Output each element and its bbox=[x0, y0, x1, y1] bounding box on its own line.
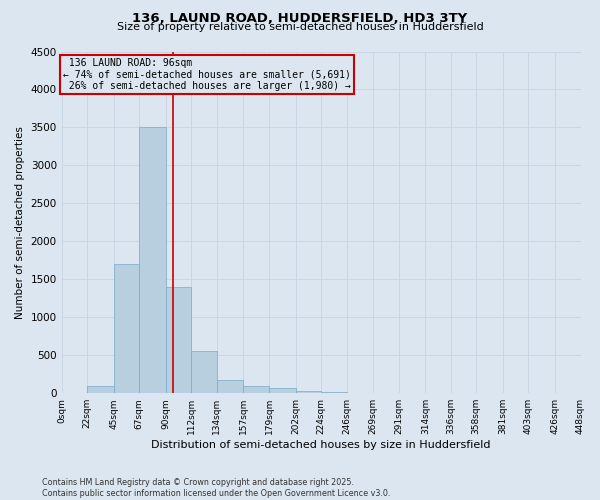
Bar bbox=[347, 392, 373, 393]
Bar bbox=[217, 380, 244, 393]
Bar bbox=[191, 352, 217, 393]
Text: 136, LAUND ROAD, HUDDERSFIELD, HD3 3TY: 136, LAUND ROAD, HUDDERSFIELD, HD3 3TY bbox=[133, 12, 467, 26]
Bar bbox=[139, 128, 166, 393]
Bar bbox=[269, 388, 296, 393]
Bar bbox=[296, 391, 321, 393]
Text: Size of property relative to semi-detached houses in Huddersfield: Size of property relative to semi-detach… bbox=[116, 22, 484, 32]
Bar bbox=[244, 386, 269, 393]
Text: 136 LAUND ROAD: 96sqm
← 74% of semi-detached houses are smaller (5,691)
 26% of : 136 LAUND ROAD: 96sqm ← 74% of semi-deta… bbox=[63, 58, 350, 91]
Bar bbox=[114, 264, 139, 393]
Bar bbox=[87, 386, 114, 393]
X-axis label: Distribution of semi-detached houses by size in Huddersfield: Distribution of semi-detached houses by … bbox=[151, 440, 491, 450]
Bar bbox=[321, 392, 347, 393]
Y-axis label: Number of semi-detached properties: Number of semi-detached properties bbox=[15, 126, 25, 319]
Text: Contains HM Land Registry data © Crown copyright and database right 2025.
Contai: Contains HM Land Registry data © Crown c… bbox=[42, 478, 391, 498]
Bar bbox=[166, 287, 191, 393]
